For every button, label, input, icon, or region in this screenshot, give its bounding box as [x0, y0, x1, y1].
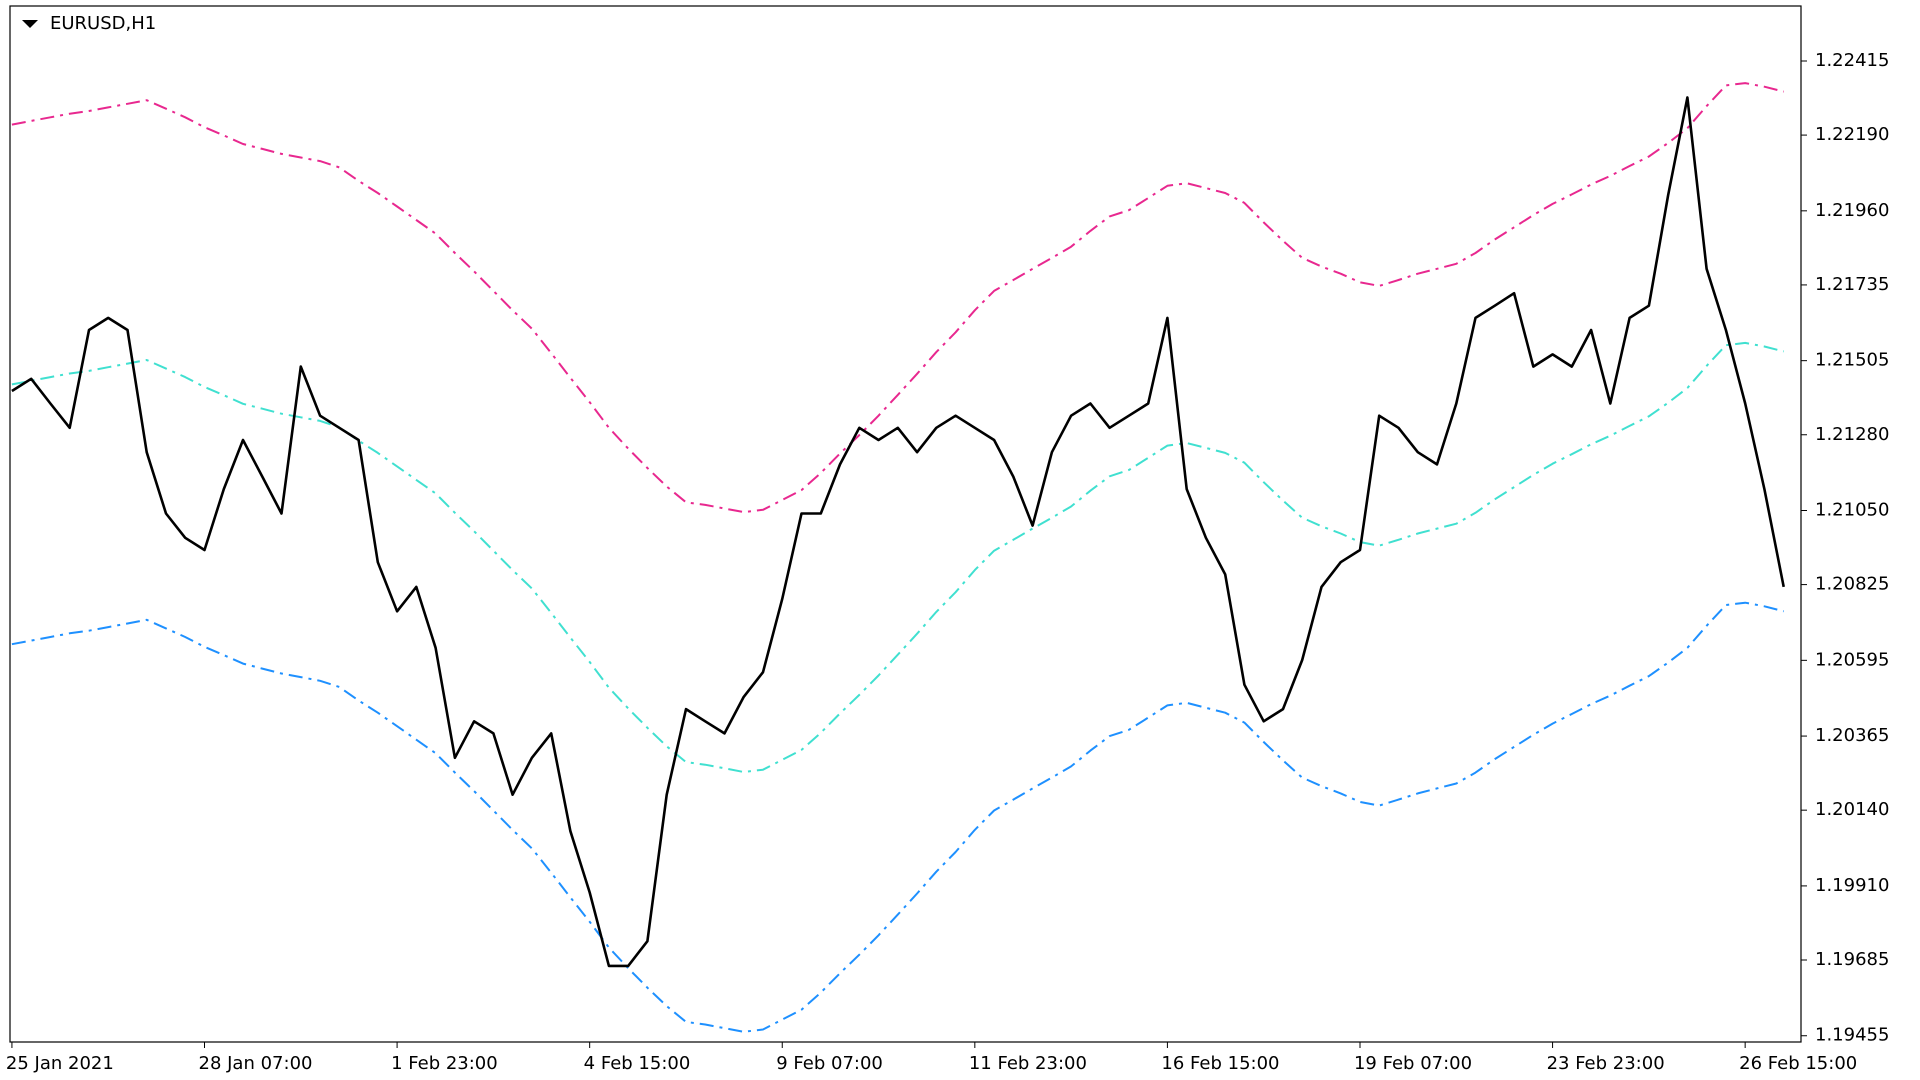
x-tick-label: 19 Feb 07:00: [1354, 1053, 1472, 1074]
y-tick-label: 1.21050: [1815, 499, 1889, 520]
x-tick-label: 1 Feb 23:00: [391, 1053, 498, 1074]
y-tick-label: 1.19455: [1815, 1025, 1889, 1046]
x-tick-label: 25 Jan 2021: [6, 1053, 114, 1074]
y-tick-label: 1.19685: [1815, 949, 1889, 970]
y-tick-label: 1.21280: [1815, 424, 1889, 445]
chart-title: EURUSD,H1: [50, 13, 156, 34]
y-tick-label: 1.20365: [1815, 725, 1889, 746]
x-tick-label: 16 Feb 15:00: [1161, 1053, 1279, 1074]
y-tick-label: 1.22190: [1815, 124, 1889, 145]
price-line: [11, 96, 1785, 968]
x-tick-label: 11 Feb 23:00: [969, 1053, 1087, 1074]
y-tick-label: 1.22415: [1815, 50, 1889, 71]
plot-frame: [9, 5, 1802, 1043]
x-tick-label: 9 Feb 07:00: [776, 1053, 883, 1074]
band-line: [11, 341, 1784, 773]
y-tick-label: 1.20825: [1815, 574, 1889, 595]
band-line: [11, 82, 1784, 514]
y-tick-label: 1.21960: [1815, 200, 1889, 221]
y-tick-label: 1.21505: [1815, 350, 1889, 371]
band-line: [11, 601, 1784, 1033]
y-tick-label: 1.21735: [1815, 274, 1889, 295]
y-tick-label: 1.19910: [1815, 875, 1889, 896]
x-tick-label: 28 Jan 07:00: [199, 1053, 313, 1074]
y-tick-label: 1.20595: [1815, 649, 1889, 670]
y-tick-label: 1.20140: [1815, 799, 1889, 820]
x-tick-label: 26 Feb 15:00: [1739, 1053, 1857, 1074]
x-tick-label: 23 Feb 23:00: [1547, 1053, 1665, 1074]
x-tick-label: 4 Feb 15:00: [584, 1053, 691, 1074]
symbol-menu-icon[interactable]: [22, 20, 38, 28]
